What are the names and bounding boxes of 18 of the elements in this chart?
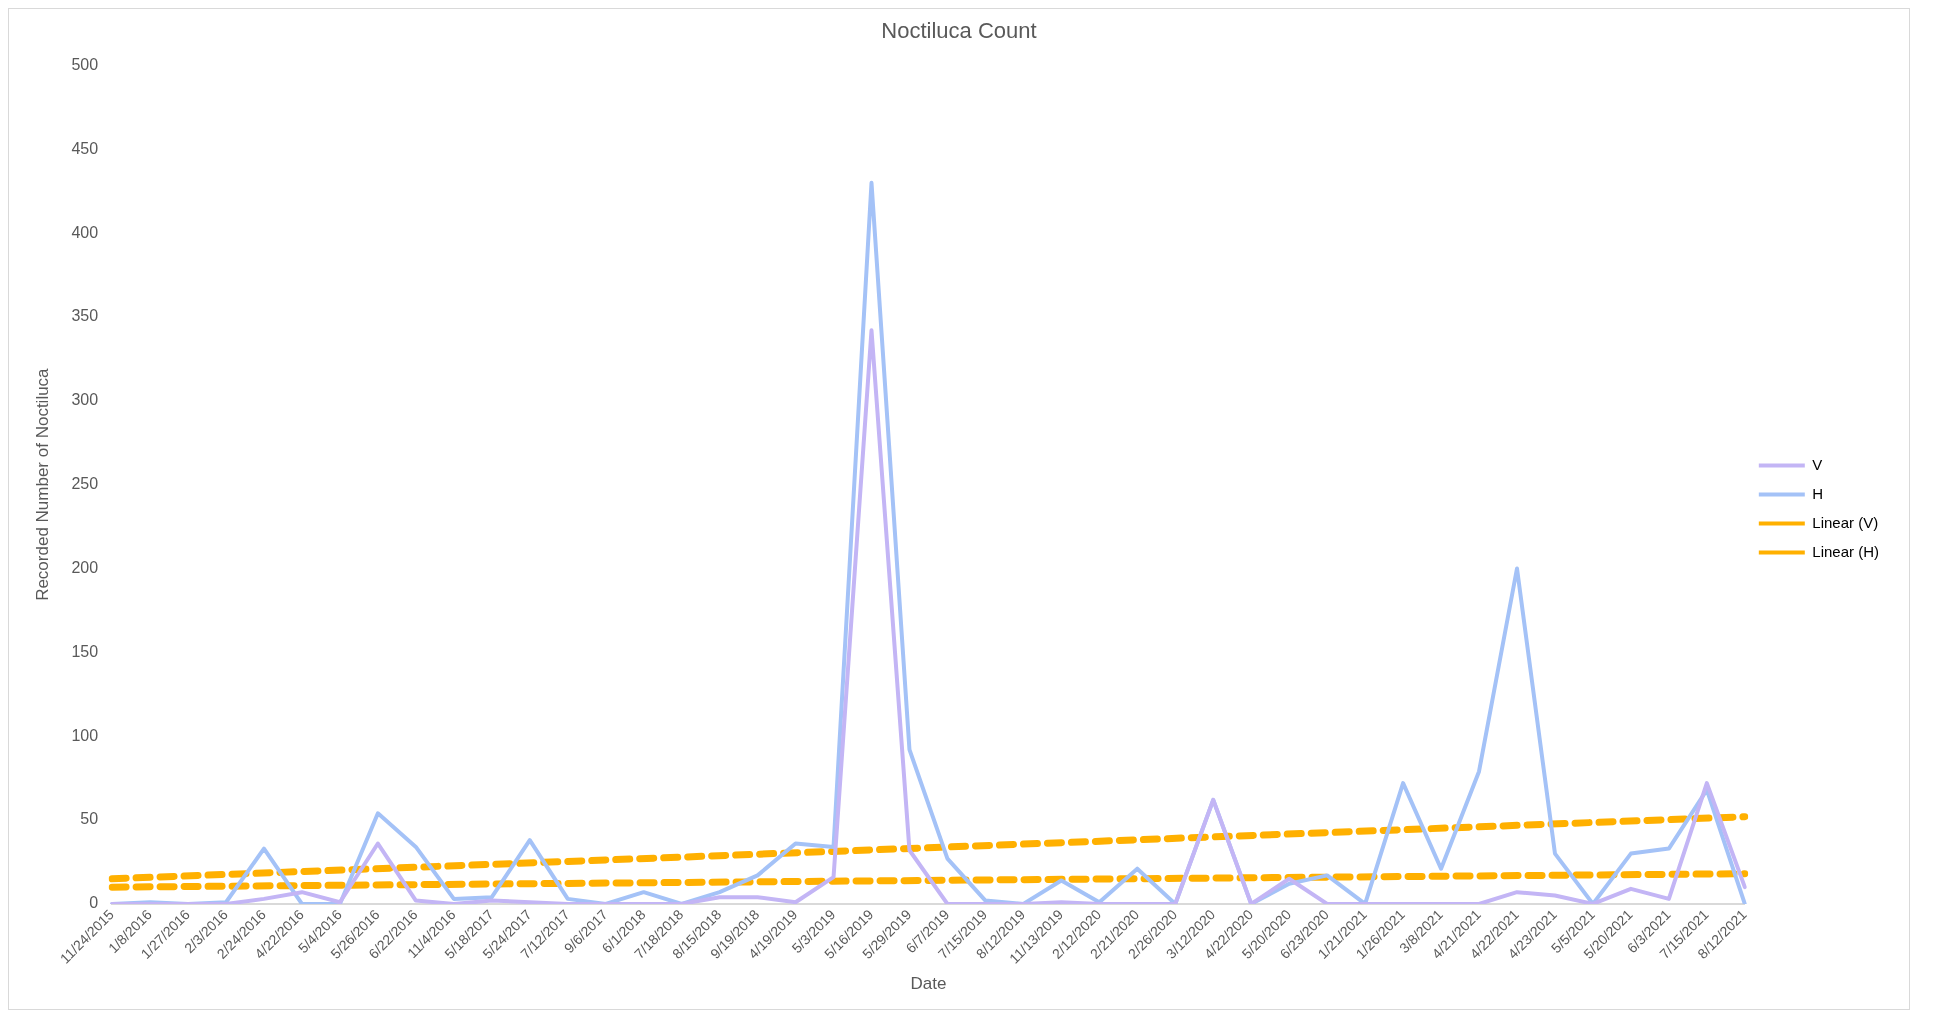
y-tick-label: 300 [71,391,99,409]
legend-label: V [1812,455,1823,473]
y-tick-label: 50 [80,810,99,828]
legend-label: H [1812,484,1824,502]
chart-title: Noctiluca Count [881,18,1037,44]
legend-label: Linear (H) [1812,542,1879,560]
y-axis-title: Recorded Number of Noctiluca [32,367,52,601]
y-tick-label: 250 [71,475,99,493]
y-tick-label: 150 [71,642,99,660]
y-tick-label: 400 [71,223,99,241]
y-tick-label: 350 [71,307,99,325]
y-tick-label: 450 [71,139,99,157]
y-tick-label: 0 [89,894,99,912]
y-tick-label: 200 [71,558,99,576]
x-axis-title: Date [910,974,947,994]
y-tick-label: 500 [71,55,99,73]
legend-label: Linear (V) [1812,513,1879,531]
y-tick-label: 100 [71,726,99,744]
